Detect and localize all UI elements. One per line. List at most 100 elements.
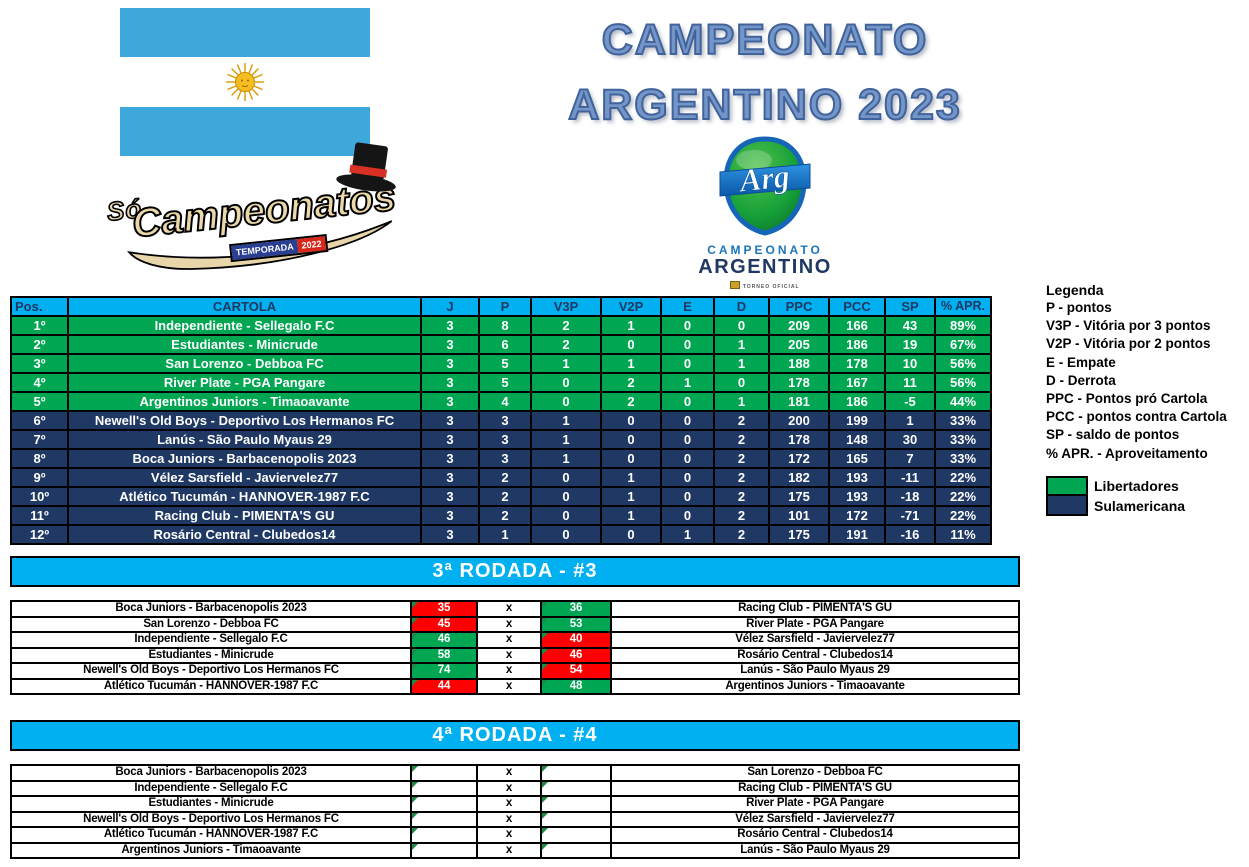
away-score-cell[interactable] <box>542 781 610 795</box>
away-score-cell[interactable] <box>542 766 610 780</box>
p-cell: 5 <box>480 355 530 372</box>
p-cell: 6 <box>480 336 530 353</box>
away-score-cell[interactable]: 36 <box>542 602 610 616</box>
away-score-cell[interactable]: 54 <box>542 664 610 678</box>
legend-line: E - Empate <box>1046 354 1116 370</box>
pcc-cell: 165 <box>830 450 884 467</box>
p-cell: 5 <box>480 374 530 391</box>
home-score-cell[interactable]: 45 <box>412 617 476 631</box>
ppc-cell: 181 <box>770 393 828 410</box>
v2p-cell: 0 <box>602 412 660 429</box>
away-score-cell[interactable] <box>542 812 610 826</box>
pcc-cell: 199 <box>830 412 884 429</box>
cell-note-triangle-icon <box>412 843 418 850</box>
v3p-cell: 2 <box>532 317 600 334</box>
sp-cell: 1 <box>886 412 934 429</box>
cell-note-triangle-icon <box>542 633 548 639</box>
away-team-cell: Lanús - São Paulo Myaus 29 <box>612 664 1018 678</box>
ppc-cell: 182 <box>770 469 828 486</box>
home-score-cell[interactable]: 44 <box>412 679 476 693</box>
home-team-cell: Boca Juniors - Barbacenopolis 2023 <box>12 602 410 616</box>
apr-cell: 22% <box>936 469 990 486</box>
d-cell: 1 <box>715 355 768 372</box>
cartola-cell: Boca Juniors - Barbacenopolis 2023 <box>69 450 420 467</box>
d-cell: 2 <box>715 507 768 524</box>
home-score-cell[interactable]: 46 <box>412 633 476 647</box>
home-score-cell[interactable]: 58 <box>412 648 476 662</box>
ppc-cell: 172 <box>770 450 828 467</box>
temporada-badge-right: 2022 <box>296 236 327 254</box>
away-score-cell[interactable]: 48 <box>542 679 610 693</box>
legend-line: SP - saldo de pontos <box>1046 427 1180 443</box>
pcc-cell: 148 <box>830 431 884 448</box>
away-team-cell: Racing Club - PIMENTA'S GU <box>612 781 1018 795</box>
score-separator: x <box>478 781 540 795</box>
round-table: Boca Juniors - Barbacenopolis 2023 x San L… <box>10 764 1020 859</box>
apr-cell: 89% <box>936 317 990 334</box>
score-separator: x <box>478 664 540 678</box>
j-cell: 3 <box>422 336 478 353</box>
cell-note-triangle-icon <box>542 679 548 686</box>
away-score-cell[interactable] <box>542 797 610 811</box>
score-separator: x <box>478 679 540 693</box>
j-cell: 3 <box>422 469 478 486</box>
home-score-cell[interactable] <box>412 766 476 780</box>
home-score-cell[interactable] <box>412 797 476 811</box>
legend-line: D - Derrota <box>1046 372 1116 388</box>
d-cell: 2 <box>715 488 768 505</box>
j-cell: 3 <box>422 507 478 524</box>
home-score-cell[interactable] <box>412 781 476 795</box>
arg-shield-icon: Arg <box>719 136 811 236</box>
e-cell: 1 <box>662 526 713 543</box>
v2p-cell: 1 <box>602 488 660 505</box>
ppc-cell: 101 <box>770 507 828 524</box>
round-section: 4ª RODADA - #4 Boca Juniors - Barbacenop… <box>10 720 1020 859</box>
d-cell: 0 <box>715 374 768 391</box>
away-score-cell[interactable] <box>542 828 610 842</box>
position-cell: 11º <box>12 507 67 524</box>
j-cell: 3 <box>422 431 478 448</box>
round-banner: 4ª RODADA - #4 <box>10 720 1020 751</box>
away-score-cell[interactable]: 46 <box>542 648 610 662</box>
page-title-line2: ARGENTINO 2023 <box>567 80 962 130</box>
away-team-cell: River Plate - PGA Pangare <box>612 617 1018 631</box>
home-score-cell[interactable]: 35 <box>412 602 476 616</box>
cartola-cell: Estudiantes - Minicrude <box>69 336 420 353</box>
v3p-cell: 1 <box>532 431 600 448</box>
round-banner-label: 4ª RODADA - #4 <box>432 724 598 746</box>
pcc-cell: 172 <box>830 507 884 524</box>
cell-note-triangle-icon <box>412 766 418 772</box>
home-score-cell[interactable]: 74 <box>412 664 476 678</box>
column-header: P <box>480 298 530 315</box>
home-score-cell[interactable] <box>412 843 476 857</box>
d-cell: 2 <box>715 431 768 448</box>
column-header: PPC <box>770 298 828 315</box>
legend-lines: P - pontos V3P - Vitória por 3 pontos V2P … <box>1046 299 1246 463</box>
round-table: Boca Juniors - Barbacenopolis 2023 35 x 36 R… <box>10 600 1020 695</box>
column-header: E <box>662 298 713 315</box>
legend-line: PPC - Pontos pró Cartola <box>1046 391 1208 407</box>
away-score-cell[interactable] <box>542 843 610 857</box>
legend-line: V2P - Vitória por 2 pontos <box>1046 336 1211 352</box>
position-cell: 10º <box>12 488 67 505</box>
d-cell: 2 <box>715 469 768 486</box>
position-cell: 4º <box>12 374 67 391</box>
v2p-cell: 1 <box>602 469 660 486</box>
cell-note-triangle-icon <box>412 797 418 803</box>
column-header: Pos. <box>12 298 67 315</box>
cartola-cell: Rosário Central - Clubedos14 <box>69 526 420 543</box>
home-score-cell[interactable] <box>412 812 476 826</box>
apr-cell: 22% <box>936 507 990 524</box>
away-score-cell[interactable]: 53 <box>542 617 610 631</box>
e-cell: 0 <box>662 431 713 448</box>
score-separator: x <box>478 828 540 842</box>
home-team-cell: Atlético Tucumán - HANNOVER-1987 F.C <box>12 828 410 842</box>
home-score-cell[interactable] <box>412 828 476 842</box>
arg-mini-badge-icon <box>730 281 741 289</box>
away-score-cell[interactable]: 40 <box>542 633 610 647</box>
home-team-cell: Independiente - Sellegalo F.C <box>12 781 410 795</box>
v3p-cell: 0 <box>532 507 600 524</box>
so-campeonatos-logo: Só Campeonatos TEMPORADA 2022 <box>96 142 399 283</box>
sp-cell: 19 <box>886 336 934 353</box>
cartola-cell: River Plate - PGA Pangare <box>69 374 420 391</box>
